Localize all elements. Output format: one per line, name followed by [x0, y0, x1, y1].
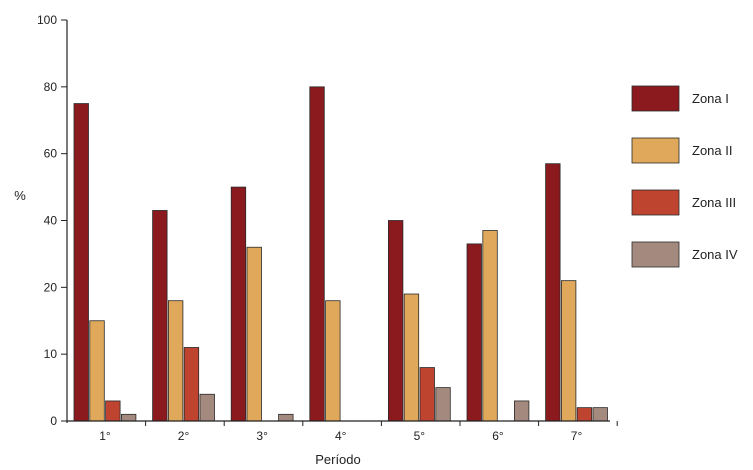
legend-swatch	[631, 241, 680, 268]
legend-swatch	[631, 189, 680, 216]
y-axis-label: %	[14, 188, 26, 203]
x-axis-label: Período	[315, 452, 361, 467]
y-tick-label: 60	[44, 147, 58, 161]
bar-zona-iii-2	[183, 347, 200, 422]
x-tick-label: 7°	[571, 429, 583, 443]
x-tick-label: 5°	[414, 429, 426, 443]
x-tick-label: 4°	[335, 429, 347, 443]
bar-zona-iv-5	[435, 387, 451, 422]
bar-zona-ii-5	[403, 293, 420, 422]
bar-zona-i-3	[230, 186, 247, 422]
bar-zona-ii-4	[325, 300, 341, 422]
bar-zona-iv-3	[278, 413, 294, 422]
y-tick-label: 20	[44, 280, 58, 294]
bar-zona-iv-7	[592, 407, 608, 422]
y-tick-label: 10	[44, 347, 58, 361]
y-tick-label: 100	[37, 13, 57, 27]
x-ticks-group: 1° 2° 3° 4° 5° 6° 7°	[99, 421, 618, 443]
y-tick-label: 40	[44, 214, 58, 228]
y-tick-label: 80	[44, 80, 58, 94]
legend-label: Zona III	[692, 195, 736, 210]
legend-swatch	[631, 137, 680, 164]
bar-zona-i-4	[309, 86, 325, 422]
legend-label: Zona II	[692, 143, 732, 158]
bar-zona-iii-1	[105, 400, 121, 422]
bar-zona-i-7	[545, 163, 561, 422]
bar-zona-iv-6	[514, 400, 530, 422]
bar-zona-iii-5	[419, 367, 435, 422]
legend-label: Zona I	[692, 91, 729, 106]
bar-zona-i-5	[387, 220, 404, 422]
bar-zona-ii-1	[89, 320, 105, 422]
y-tick-label: 0	[50, 414, 57, 428]
x-tick-label: 6°	[492, 429, 504, 443]
bar-zona-iv-2	[199, 393, 215, 422]
bar-zona-i-2	[152, 210, 168, 422]
bar-zona-ii-3	[246, 246, 262, 422]
x-tick-label: 2°	[178, 429, 190, 443]
bar-zona-iii-7	[576, 407, 593, 422]
bar-zona-i-1	[73, 103, 89, 422]
bar-zona-i-6	[466, 243, 482, 422]
legend-label: Zona IV	[692, 247, 738, 262]
bars-group	[73, 86, 608, 422]
y-ticks-group: 0 10 20 40 60 80 100	[37, 13, 67, 428]
bar-zona-ii-7	[561, 280, 577, 422]
x-tick-label: 1°	[99, 429, 111, 443]
x-tick-label: 3°	[256, 429, 268, 443]
bar-zona-iv-1	[121, 413, 137, 422]
bar-zona-ii-2	[167, 300, 184, 422]
legend: Zona I Zona II Zona III Zona IV	[631, 85, 738, 268]
bar-zona-ii-6	[482, 230, 498, 422]
legend-swatch	[631, 85, 680, 112]
